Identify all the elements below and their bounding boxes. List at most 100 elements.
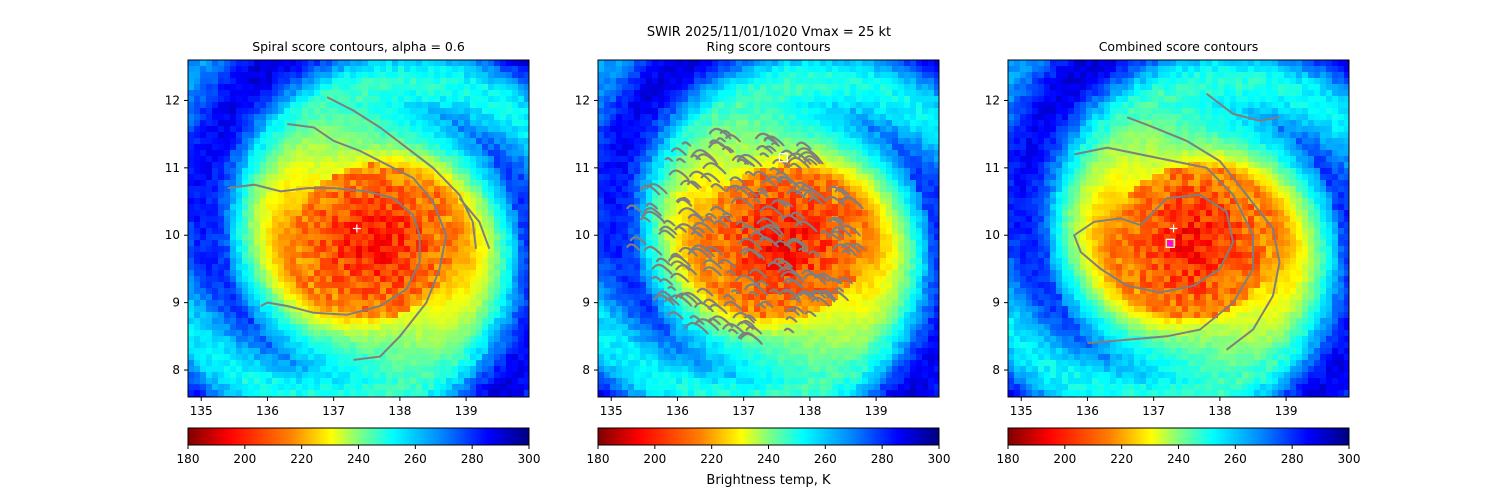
temperature-cell	[410, 384, 416, 390]
temperature-cell	[670, 144, 676, 150]
temperature-cell	[724, 60, 730, 66]
temperature-cell	[874, 78, 880, 84]
temperature-cell	[524, 234, 529, 240]
temperature-cell	[392, 132, 398, 138]
temperature-cell	[598, 78, 604, 84]
temperature-cell	[802, 66, 808, 72]
temperature-cell	[332, 162, 338, 168]
temperature-cell	[344, 102, 350, 108]
temperature-cell	[784, 84, 790, 90]
temperature-cell	[844, 84, 850, 90]
temperature-cell	[404, 126, 410, 132]
temperature-cell	[326, 252, 332, 258]
temperature-cell	[760, 120, 766, 126]
temperature-cell	[500, 60, 506, 66]
temperature-cell	[718, 186, 724, 192]
temperature-cell	[524, 342, 529, 348]
colorbar-tick-label: 220	[290, 452, 313, 466]
temperature-cell	[212, 78, 218, 84]
temperature-cell	[760, 102, 766, 108]
temperature-cell	[658, 66, 664, 72]
temperature-cell	[410, 210, 416, 216]
temperature-cell	[386, 306, 392, 312]
temperature-cell	[886, 138, 892, 144]
temperature-cell	[362, 162, 368, 168]
temperature-cell	[440, 132, 446, 138]
temperature-cell	[278, 246, 284, 252]
temperature-cell	[356, 114, 362, 120]
temperature-cell	[212, 72, 218, 78]
temperature-cell	[880, 222, 886, 228]
temperature-cell	[344, 240, 350, 246]
temperature-cell	[784, 210, 790, 216]
temperature-cell	[886, 204, 892, 210]
temperature-cell	[284, 294, 290, 300]
temperature-cell	[482, 72, 488, 78]
temperature-cell	[362, 168, 368, 174]
temperature-cell	[820, 138, 826, 144]
temperature-cell	[778, 162, 784, 168]
temperature-cell	[440, 102, 446, 108]
temperature-cell	[844, 132, 850, 138]
temperature-cell	[458, 168, 464, 174]
temperature-cell	[898, 90, 904, 96]
temperature-cell	[628, 156, 634, 162]
temperature-cell	[934, 162, 939, 168]
temperature-cell	[404, 306, 410, 312]
temperature-cell	[814, 126, 820, 132]
temperature-cell	[386, 66, 392, 72]
temperature-cell	[194, 90, 200, 96]
temperature-cell	[344, 300, 350, 306]
temperature-cell	[206, 360, 212, 366]
temperature-cell	[808, 72, 814, 78]
temperature-cell	[494, 138, 500, 144]
temperature-cell	[440, 372, 446, 378]
temperature-cell	[488, 306, 494, 312]
temperature-cell	[188, 264, 194, 270]
temperature-cell	[814, 204, 820, 210]
temperature-cell	[248, 300, 254, 306]
temperature-cell	[188, 252, 194, 258]
temperature-cell	[844, 234, 850, 240]
temperature-cell	[664, 216, 670, 222]
temperature-cell	[278, 354, 284, 360]
temperature-cell	[230, 198, 236, 204]
temperature-cell	[350, 126, 356, 132]
temperature-cell	[434, 120, 440, 126]
temperature-cell	[398, 174, 404, 180]
temperature-cell	[886, 60, 892, 66]
temperature-cell	[218, 378, 224, 384]
temperature-cell	[218, 270, 224, 276]
temperature-cell	[398, 264, 404, 270]
temperature-cell	[604, 72, 610, 78]
temperature-cell	[242, 366, 248, 372]
temperature-cell	[658, 108, 664, 114]
temperature-cell	[200, 306, 206, 312]
temperature-cell	[622, 126, 628, 132]
temperature-cell	[886, 120, 892, 126]
temperature-cell	[470, 126, 476, 132]
temperature-cell	[368, 114, 374, 120]
temperature-cell	[524, 210, 529, 216]
temperature-cell	[814, 78, 820, 84]
temperature-cell	[652, 192, 658, 198]
temperature-cell	[386, 252, 392, 258]
temperature-cell	[458, 300, 464, 306]
temperature-cell	[290, 126, 296, 132]
temperature-cell	[826, 108, 832, 114]
temperature-cell	[640, 126, 646, 132]
temperature-cell	[862, 66, 868, 72]
temperature-cell	[658, 198, 664, 204]
temperature-cell	[404, 210, 410, 216]
temperature-cell	[188, 288, 194, 294]
temperature-cell	[604, 120, 610, 126]
temperature-cell	[512, 222, 518, 228]
temperature-cell	[640, 84, 646, 90]
temperature-cell	[434, 300, 440, 306]
temperature-cell	[422, 258, 428, 264]
temperature-cell	[524, 162, 529, 168]
temperature-cell	[284, 180, 290, 186]
temperature-cell	[470, 318, 476, 324]
temperature-cell	[754, 66, 760, 72]
temperature-cell	[422, 372, 428, 378]
